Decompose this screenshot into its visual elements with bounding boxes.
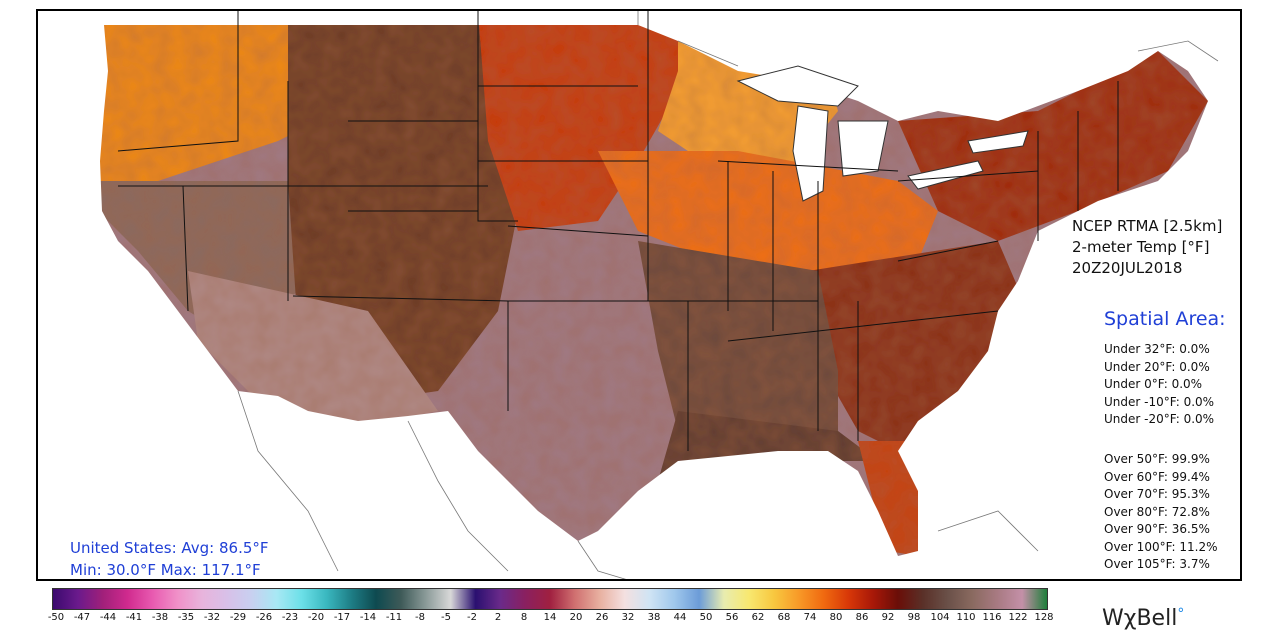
region-southeast: [808, 241, 1028, 451]
color-scale-tick: -47: [73, 612, 91, 623]
color-scale-tick: 74: [803, 612, 817, 623]
color-scale-tick: -26: [255, 612, 273, 623]
color-scale-tick: -5: [441, 612, 451, 623]
color-scale-tick: -17: [333, 612, 351, 623]
color-scale-ticks: -50 -47 -44 -41 -38 -35 -32 -29 -26 -23 -20 -17 -14-…: [48, 612, 1054, 628]
under-32: Under 32°F: 0.0%: [1104, 342, 1210, 356]
under-minus10: Under -10°F: 0.0%: [1104, 394, 1215, 409]
state-borders: [117, 11, 1119, 451]
great-lakes: [736, 65, 1029, 202]
wxbell-logo: WχBell°: [1102, 606, 1184, 631]
color-scale-tick: -23: [281, 612, 299, 623]
over-50: Over 50°F: 99.9%: [1104, 452, 1210, 466]
color-scale-tick: 38: [647, 612, 661, 623]
region-southwest: [188, 271, 438, 431]
color-scale-tick: -44: [99, 612, 117, 623]
region-rockies: [288, 25, 518, 401]
color-scale-tick: -2: [467, 612, 477, 623]
region-northeast: [898, 51, 1208, 241]
color-scale-tick: -14: [359, 612, 377, 623]
color-scale-tick: -38: [151, 612, 169, 623]
map-info: NCEP RTMA [2.5km] 2-meter Temp [°F] 20Z2…: [1072, 216, 1222, 279]
color-scale-tick: 68: [777, 612, 791, 623]
color-scale-tick: 104: [930, 612, 950, 623]
color-scale-tick: -11: [385, 612, 403, 623]
color-scale-tick: -29: [229, 612, 247, 623]
color-scale-tick: 116: [982, 612, 1002, 623]
color-scale-tick: -50: [47, 612, 65, 623]
color-scale-tick: -32: [203, 612, 221, 623]
spatial-area-title: Spatial Area:: [1104, 308, 1226, 330]
color-scale-tick: -20: [307, 612, 325, 623]
logo-text: WχBell: [1102, 606, 1178, 631]
temperature-map: [38, 11, 1240, 579]
color-scale-tick: 32: [621, 612, 635, 623]
region-pacific-nw: [100, 25, 348, 191]
color-scale-tick: -35: [177, 612, 195, 623]
color-scale-tick: 92: [881, 612, 895, 623]
under-0: Under 0°F: 0.0%: [1104, 377, 1203, 391]
under-minus20: Under -20°F: 0.0%: [1104, 412, 1215, 426]
color-scale-tick: 20: [569, 612, 583, 623]
country-borders: [237, 11, 1219, 579]
under-20: Under 20°F: 0.0%: [1104, 359, 1210, 374]
valid-time-label: 20Z20JUL2018: [1072, 259, 1183, 277]
color-scale-tick: 56: [725, 612, 739, 623]
color-scale-tick: 80: [829, 612, 843, 623]
color-scale-tick: 122: [1008, 612, 1028, 623]
variable-label: 2-meter Temp [°F]: [1072, 238, 1210, 256]
over-80: Over 80°F: 72.8%: [1104, 504, 1210, 519]
region-gulf-coast: [658, 411, 878, 481]
under-stats: Under 32°F: 0.0% Under 20°F: 0.0% Under …: [1104, 341, 1214, 429]
color-scale-tick: 98: [907, 612, 921, 623]
us-avg-line: United States: Avg: 86.5°F: [70, 539, 269, 557]
color-scale-tick: 62: [751, 612, 765, 623]
color-scale-tick: 2: [494, 612, 502, 623]
product-label: NCEP RTMA [2.5km]: [1072, 217, 1223, 235]
color-scale-tick: -8: [415, 612, 425, 623]
color-scale-tick: 8: [520, 612, 528, 623]
us-minmax-line: Min: 30.0°F Max: 117.1°F: [70, 561, 261, 579]
color-scale-tick: 26: [595, 612, 609, 623]
color-scale-tick: -41: [125, 612, 143, 623]
logo-mark: °: [1177, 606, 1185, 622]
over-105: Over 105°F: 3.7%: [1104, 557, 1210, 571]
color-scale-tick: 50: [699, 612, 713, 623]
color-scale-tick: 128: [1034, 612, 1054, 623]
color-scale-tick: 44: [673, 612, 687, 623]
us-summary: United States: Avg: 86.5°F Min: 30.0°F M…: [70, 537, 269, 581]
color-scale-tick: 86: [855, 612, 869, 623]
over-70: Over 70°F: 95.3%: [1104, 487, 1210, 501]
map-panel: [36, 9, 1242, 581]
color-scale-tick: 110: [956, 612, 976, 623]
over-100: Over 100°F: 11.2%: [1104, 539, 1218, 554]
over-stats: Over 50°F: 99.9% Over 60°F: 99.4% Over 7…: [1104, 451, 1218, 574]
color-scale-bar: [52, 588, 1048, 610]
over-90: Over 90°F: 36.5%: [1104, 522, 1210, 536]
color-scale-tick: 14: [543, 612, 557, 623]
over-60: Over 60°F: 99.4%: [1104, 469, 1210, 484]
